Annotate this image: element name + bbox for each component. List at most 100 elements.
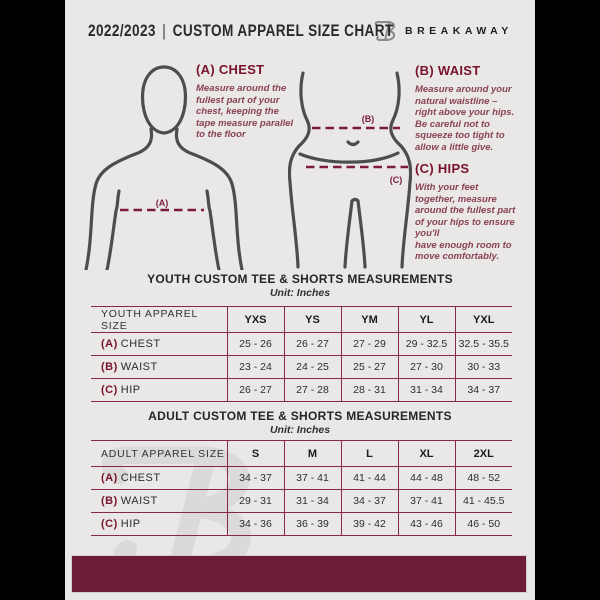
youth-table-unit: Unit: Inches (269, 287, 331, 299)
navel-mark (346, 140, 360, 147)
crotch-curve (350, 197, 360, 203)
table-cell: 31 - 34 (283, 489, 341, 513)
row-label: HIP (120, 518, 141, 530)
table-cell: 29 - 32.5 (397, 332, 455, 356)
left-shoulder-arm (84, 127, 154, 270)
row-label: WAIST (120, 495, 158, 507)
lower-body-figure: (B) (C) (288, 71, 412, 269)
hips-guide: (C) HIPS With your feet together, measur… (415, 161, 529, 263)
adult-table-unit: Unit: Inches (269, 424, 331, 436)
adult-chest-row: (A) CHEST 34 - 37 37 - 41 41 - 44 44 - 48… (91, 466, 512, 490)
table-cell: 48 - 52 (454, 466, 512, 490)
youth-header-row: YOUTH APPAREL SIZE YXS YS YM YL YXL (91, 306, 512, 333)
table-cell: 44 - 48 (397, 466, 455, 490)
waist-marker-label: (B) (362, 114, 375, 124)
row-prefix: (B) (101, 361, 118, 373)
adult-size-table: ADULT APPAREL SIZE S M L XL 2XL (A) CHEST… (91, 440, 512, 536)
table-cell: 31 - 34 (397, 378, 455, 402)
adult-table-title: ADULT CUSTOM TEE & SHORTS MEASUREMENTS (148, 409, 452, 423)
waist-guide-body: Measure around your natural waistline – … (415, 84, 515, 153)
waist-guide-heading: (B) WAIST (415, 63, 481, 78)
youth-hip-label: (C) HIP (91, 378, 227, 402)
brand-wordmark: BREAKAWAY (405, 25, 513, 37)
row-prefix: (B) (101, 495, 118, 507)
right-torso-side (205, 189, 221, 270)
left-torso-side (105, 189, 121, 270)
table-cell: 34 - 37 (454, 378, 512, 402)
youth-size-table: YOUTH APPAREL SIZE YXS YS YM YL YXL (A) C… (91, 306, 512, 402)
row-label: HIP (120, 384, 141, 396)
table-cell: 26 - 27 (226, 378, 284, 402)
title-divider: | (162, 21, 167, 40)
adult-header-row: ADULT APPAREL SIZE S M L XL 2XL (91, 440, 512, 467)
footer-bar (71, 555, 527, 593)
table-cell: 34 - 37 (340, 489, 398, 513)
youth-size-ym: YM (340, 306, 398, 333)
row-prefix: (A) (101, 338, 118, 350)
chest-guide: (A) CHEST Measure around the fullest par… (196, 62, 312, 141)
table-cell: 37 - 41 (283, 466, 341, 490)
adult-waist-row: (B) WAIST 29 - 31 31 - 34 34 - 37 37 - 41… (91, 489, 512, 513)
table-cell: 26 - 27 (283, 332, 341, 356)
adult-size-2xl: 2XL (454, 440, 512, 467)
youth-size-yl: YL (397, 306, 455, 333)
table-cell: 41 - 44 (340, 466, 398, 490)
right-inner-leg (356, 199, 367, 269)
row-prefix: (C) (101, 518, 118, 530)
adult-waist-label: (B) WAIST (91, 489, 227, 513)
adult-size-l: L (340, 440, 398, 467)
document-header: 2022/2023 | CUSTOM APPAREL SIZE CHART BREA… (65, 16, 535, 46)
waist-guide: (B) WAIST Measure around your natural wa… (415, 63, 527, 153)
row-prefix: (C) (101, 384, 118, 396)
adult-hip-row: (C) HIP 34 - 36 36 - 39 39 - 42 43 - 46 4… (91, 512, 512, 536)
table-cell: 27 - 29 (340, 332, 398, 356)
header-title: 2022/2023 | CUSTOM APPAREL SIZE CHART (88, 21, 393, 41)
table-cell: 27 - 28 (283, 378, 341, 402)
chest-guide-heading: (A) CHEST (196, 62, 265, 77)
chest-guide-body: Measure around the fullest part of your … (196, 83, 294, 140)
season-year: 2022/2023 (88, 21, 156, 40)
right-hip-leg-outline (389, 71, 412, 269)
adult-size-s: S (226, 440, 284, 467)
table-cell: 28 - 31 (340, 378, 398, 402)
left-hip-leg-outline (288, 71, 311, 269)
left-inner-leg (343, 199, 354, 269)
table-cell: 34 - 36 (226, 512, 284, 536)
table-cell: 23 - 24 (226, 355, 284, 379)
adult-hip-label: (C) HIP (91, 512, 227, 536)
adult-size-m: M (283, 440, 341, 467)
youth-hip-row: (C) HIP 26 - 27 27 - 28 28 - 31 31 - 34 3… (91, 378, 512, 402)
table-cell: 41 - 45.5 (454, 489, 512, 513)
table-cell: 25 - 27 (340, 355, 398, 379)
youth-chest-row: (A) CHEST 25 - 26 26 - 27 27 - 29 29 - 32… (91, 332, 512, 356)
table-cell: 27 - 30 (397, 355, 455, 379)
youth-waist-label: (B) WAIST (91, 355, 227, 379)
row-label: CHEST (120, 472, 161, 484)
torso-figure: (A) (84, 65, 244, 270)
youth-table-title: YOUTH CUSTOM TEE & SHORTS MEASUREMENTS (147, 272, 453, 286)
table-cell: 30 - 33 (454, 355, 512, 379)
right-shoulder-arm (174, 127, 244, 270)
adult-size-column-header: ADULT APPAREL SIZE (91, 440, 227, 467)
table-cell: 34 - 37 (226, 466, 284, 490)
table-cell: 37 - 41 (397, 489, 455, 513)
hip-marker-label: (C) (390, 175, 403, 185)
row-prefix: (A) (101, 472, 118, 484)
chest-marker-label: (A) (156, 198, 169, 208)
row-label: CHEST (120, 338, 161, 350)
hips-guide-body: With your feet together, measure around … (415, 182, 516, 262)
youth-chest-label: (A) CHEST (91, 332, 227, 356)
table-cell: 46 - 50 (454, 512, 512, 536)
youth-size-column-header: YOUTH APPAREL SIZE (91, 306, 227, 333)
table-cell: 29 - 31 (226, 489, 284, 513)
head-outline (140, 65, 188, 135)
adult-size-xl: XL (397, 440, 455, 467)
breakaway-logo-icon (374, 21, 396, 41)
table-cell: 24 - 25 (283, 355, 341, 379)
table-cell: 36 - 39 (283, 512, 341, 536)
youth-size-yxl: YXL (454, 306, 512, 333)
size-chart-document: 2022/2023 | CUSTOM APPAREL SIZE CHART BREA… (65, 0, 535, 600)
youth-size-yxs: YXS (226, 306, 284, 333)
table-cell: 32.5 - 35.5 (454, 332, 512, 356)
adult-chest-label: (A) CHEST (91, 466, 227, 490)
